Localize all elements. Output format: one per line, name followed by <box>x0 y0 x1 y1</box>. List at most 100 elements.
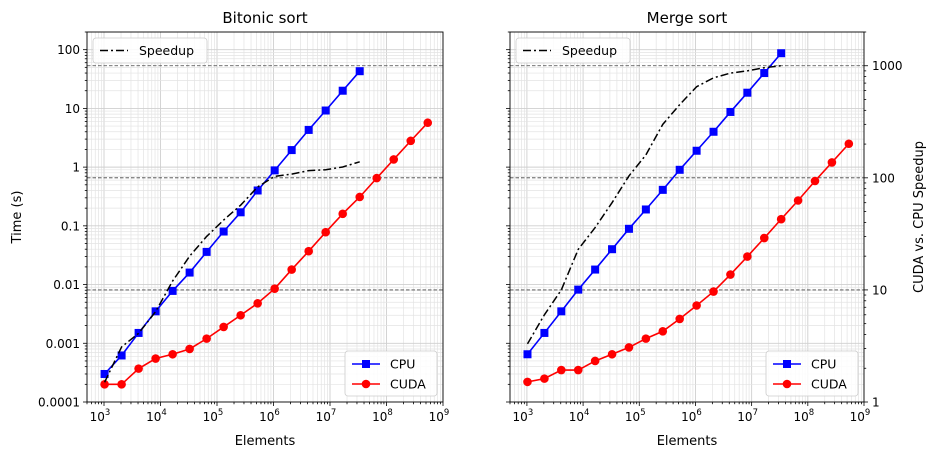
cuda-point <box>759 233 769 243</box>
cuda-point <box>624 343 634 352</box>
grid <box>510 32 864 402</box>
series-legend: CPU CUDA <box>765 350 859 397</box>
cuda-line <box>104 122 429 386</box>
cpu-point <box>168 286 177 295</box>
cuda-point <box>658 326 668 336</box>
cuda-point <box>423 118 433 128</box>
x-tick-label: 108 <box>793 408 814 424</box>
y-tick-label: 1 <box>72 161 80 175</box>
y2-tick-label: 1 <box>872 396 880 410</box>
cuda-point <box>406 136 416 146</box>
cuda-point <box>573 365 583 375</box>
x-tick-label: 108 <box>372 408 393 424</box>
cuda-point <box>185 344 194 354</box>
x-tick-label: 107 <box>316 408 337 424</box>
cpu-point <box>591 265 600 274</box>
y-tick-label: 0.0001 <box>38 396 80 410</box>
series-legend: CPU CUDA <box>344 350 438 397</box>
x-axis-title: Elements <box>235 434 296 449</box>
cuda-point <box>607 349 617 359</box>
cuda-point <box>389 155 399 164</box>
cpu-point <box>760 69 769 78</box>
cuda-point <box>726 270 735 279</box>
cpu-point <box>692 146 701 155</box>
legend-swatch-marker <box>362 360 370 368</box>
cuda-point <box>304 246 313 256</box>
speedup-legend: Speedup <box>92 37 208 64</box>
y-tick-label: 0.01 <box>53 278 80 292</box>
cpu-point <box>608 245 617 254</box>
cpu-point <box>236 208 245 217</box>
cpu-point <box>151 307 160 316</box>
cpu-point <box>777 49 786 58</box>
cuda-point <box>743 252 752 261</box>
cuda-point <box>675 314 685 324</box>
cuda-point <box>253 298 262 308</box>
cuda-point <box>355 192 365 202</box>
cuda-point <box>523 377 532 387</box>
cpu-point <box>658 185 667 194</box>
speedup-legend: Speedup <box>515 37 631 64</box>
cuda-point <box>641 334 651 343</box>
legend-swatch-marker <box>782 379 792 389</box>
cuda-point <box>134 364 143 373</box>
cpu-line <box>526 52 782 355</box>
y2-axis-title: CUDA vs. CPU Speedup <box>912 141 927 293</box>
cpu-point <box>557 307 566 316</box>
legend-swatch-marker <box>783 360 791 368</box>
x-axis-title: Elements <box>657 434 718 449</box>
cpu-point <box>202 247 211 256</box>
cpu-point <box>321 106 330 115</box>
legend-label-speedup: Speedup <box>139 43 194 58</box>
cuda-point <box>776 214 786 224</box>
x-tick-label: 104 <box>146 408 167 424</box>
series-cuda <box>523 139 854 387</box>
x-tick-label: 103 <box>90 408 111 424</box>
cuda-point <box>236 310 245 320</box>
x-tick-label: 105 <box>625 408 646 424</box>
cpu-point <box>641 205 650 214</box>
cpu-point <box>624 224 633 233</box>
x-tick-label: 105 <box>203 408 224 424</box>
cuda-point <box>338 209 347 219</box>
x-tick-label: 107 <box>737 408 758 424</box>
cpu-point <box>185 268 194 277</box>
cuda-point <box>270 284 279 294</box>
x-tick-label: 104 <box>569 408 590 424</box>
cuda-point <box>844 139 854 149</box>
legend-label-cpu: CPU <box>811 357 836 372</box>
cuda-point <box>372 173 382 183</box>
cpu-point <box>355 67 364 76</box>
cpu-point <box>100 369 109 378</box>
cpu-point <box>540 328 549 337</box>
cuda-point <box>321 227 330 237</box>
cpu-point <box>304 125 313 134</box>
y-axis-title: Time (s) <box>10 191 25 245</box>
cuda-point <box>557 365 566 375</box>
cpu-point <box>219 227 228 236</box>
legend-swatch-marker <box>361 379 371 389</box>
cuda-point <box>709 287 718 296</box>
legend-label-speedup: Speedup <box>562 43 617 58</box>
cuda-point <box>540 374 549 383</box>
cpu-point <box>338 86 347 95</box>
cpu-point <box>270 166 279 175</box>
y2-tick-label: 100 <box>872 171 895 185</box>
legend-label-cpu: CPU <box>390 357 415 372</box>
y-tick-label: 0.1 <box>61 219 80 233</box>
cuda-point <box>827 158 837 167</box>
chart-panel-2: 103 104 105 106 107 108 109 Elements 1 10 100 1000 C… <box>506 9 927 449</box>
speedup-line <box>526 64 782 345</box>
speedup-line <box>103 161 360 383</box>
cpu-point <box>523 350 532 359</box>
series-cuda <box>100 118 433 389</box>
cuda-point <box>810 176 820 186</box>
x-tick-label: 109 <box>429 408 450 424</box>
cpu-point <box>253 186 262 195</box>
cuda-point <box>692 301 701 310</box>
cuda-point <box>202 334 211 343</box>
cuda-point <box>793 196 803 205</box>
cpu-point <box>117 351 126 360</box>
cuda-point <box>168 349 177 359</box>
